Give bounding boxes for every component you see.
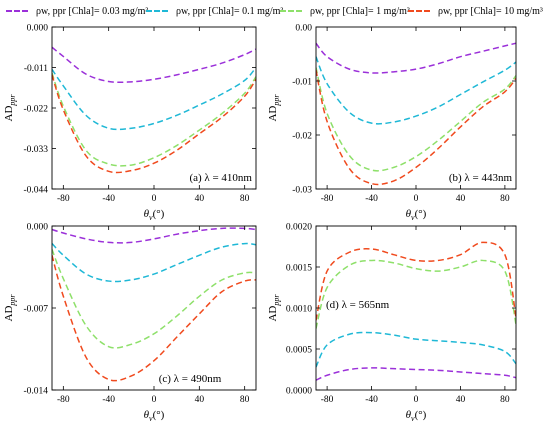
x-tick-label: 0 xyxy=(152,395,157,405)
panel-label: (c) λ = 490nm xyxy=(159,373,222,385)
chart-panel-3: -80 -40 0 40 80 0.0000 0.0005 0.0010 0.0015 0.002… xyxy=(267,222,517,423)
legend-item-3: ρw, ppr [Chla]= 10 mg/m³ xyxy=(408,3,543,19)
y-tick-label: 0.000 xyxy=(27,222,49,232)
legend-item-0: ρw, ppr [Chla]= 0.03 mg/m³ xyxy=(6,3,148,19)
y-tick-label: 0.0020 xyxy=(286,222,312,232)
series-line-1 xyxy=(52,242,256,283)
x-tick-label: -80 xyxy=(57,194,70,204)
y-tick-label: 0.0000 xyxy=(286,386,312,396)
y-tick-label: 0.000 xyxy=(27,23,49,33)
x-tick-label: 80 xyxy=(240,194,250,204)
series-line-0 xyxy=(52,46,256,84)
legend-item-1: ρw, ppr [Chla]= 0.1 mg/m³ xyxy=(146,3,283,19)
x-tick-label: -40 xyxy=(102,395,115,405)
series-line-2 xyxy=(52,72,256,167)
legend-label: ρw, ppr [Chla]= 0.03 mg/m³ xyxy=(36,5,149,17)
x-tick-label: -40 xyxy=(102,194,115,204)
series-line-1 xyxy=(52,67,256,131)
x-tick-label: 80 xyxy=(240,395,250,405)
series-line-2 xyxy=(316,259,516,329)
x-tick-label: 40 xyxy=(456,395,466,405)
x-tick-label: -80 xyxy=(57,395,70,405)
legend: ρw, ppr [Chla]= 0.03 mg/m³ ρw, ppr [Chla… xyxy=(0,0,550,22)
x-tick-label: -40 xyxy=(365,194,378,204)
series-group xyxy=(52,227,256,382)
legend-label: ρw, ppr [Chla]= 1 mg/m³ xyxy=(310,5,410,17)
y-axis-label: ADppr xyxy=(3,94,17,122)
series-line-3 xyxy=(316,241,516,321)
series-line-2 xyxy=(52,249,256,349)
x-tick-label: 80 xyxy=(500,395,510,405)
series-line-2 xyxy=(316,67,516,172)
series-line-0 xyxy=(316,367,516,381)
series-line-0 xyxy=(52,227,256,244)
y-tick-label: -0.033 xyxy=(23,145,48,155)
y-tick-label: -0.022 xyxy=(23,104,48,114)
legend-swatch xyxy=(6,10,28,12)
y-axis-label: ADppr xyxy=(3,294,17,322)
series-group xyxy=(316,42,516,186)
y-axis-label: ADppr xyxy=(267,294,281,322)
series-group xyxy=(316,241,516,381)
legend-swatch xyxy=(408,10,430,12)
x-tick-label: 40 xyxy=(195,194,205,204)
axes-frame xyxy=(51,26,257,190)
series-group xyxy=(52,46,256,174)
chart-panel-2: -80 -40 0 40 80 0.000 -0.007 -0.014 θv(°) ADppr (c… xyxy=(3,222,257,423)
series-line-1 xyxy=(316,331,516,368)
x-tick-label: -80 xyxy=(321,194,334,204)
y-tick-label: -0.03 xyxy=(292,185,312,195)
x-axis-label: θv(°) xyxy=(406,208,427,222)
x-tick-label: 40 xyxy=(456,194,466,204)
y-tick-label: -0.02 xyxy=(292,131,312,141)
y-axis-label: ADppr xyxy=(267,94,281,122)
x-tick-label: -40 xyxy=(365,395,378,405)
series-line-3 xyxy=(316,70,516,186)
y-tick-label: -0.007 xyxy=(23,304,48,314)
x-tick-label: 0 xyxy=(414,194,419,204)
x-tick-label: 0 xyxy=(414,395,419,405)
panel-label: (a) λ = 410nm xyxy=(189,172,252,184)
axes-frame xyxy=(51,225,257,391)
x-tick-label: 80 xyxy=(500,194,510,204)
legend-item-2: ρw, ppr [Chla]= 1 mg/m³ xyxy=(280,3,410,19)
x-tick-label: -80 xyxy=(321,395,334,405)
x-tick-label: 40 xyxy=(195,395,205,405)
x-tick-label: 0 xyxy=(152,194,157,204)
y-tick-label: -0.044 xyxy=(23,185,48,195)
y-tick-label: 0.0010 xyxy=(286,304,312,314)
legend-label: ρw, ppr [Chla]= 0.1 mg/m³ xyxy=(176,5,284,17)
legend-label: ρw, ppr [Chla]= 10 mg/m³ xyxy=(438,5,543,17)
series-line-3 xyxy=(52,255,256,382)
x-axis-label: θv(°) xyxy=(406,409,427,423)
y-tick-label: -0.011 xyxy=(24,64,48,74)
y-tick-label: -0.014 xyxy=(23,386,48,396)
y-tick-label: 0.0005 xyxy=(286,345,312,355)
series-line-1 xyxy=(316,56,516,125)
chart-panel-0: -80 -40 0 40 80 0.000 -0.011 -0.022 -0.033 -0.044… xyxy=(3,23,257,222)
legend-swatch xyxy=(146,10,168,12)
x-axis-label: θv(°) xyxy=(144,409,165,423)
panel-label: (d) λ = 565nm xyxy=(326,299,390,311)
y-tick-label: 0.00 xyxy=(295,23,312,33)
y-tick-label: 0.0015 xyxy=(286,263,312,273)
chart-panel-1: -80 -40 0 40 80 0.00 -0.01 -0.02 -0.03 θv(°) ADppr… xyxy=(267,23,517,222)
series-line-0 xyxy=(316,42,516,74)
y-tick-label: -0.01 xyxy=(292,77,312,87)
series-line-3 xyxy=(52,74,256,174)
panel-label: (b) λ = 443nm xyxy=(449,172,513,184)
x-axis-label: θv(°) xyxy=(144,208,165,222)
legend-swatch xyxy=(280,10,302,12)
